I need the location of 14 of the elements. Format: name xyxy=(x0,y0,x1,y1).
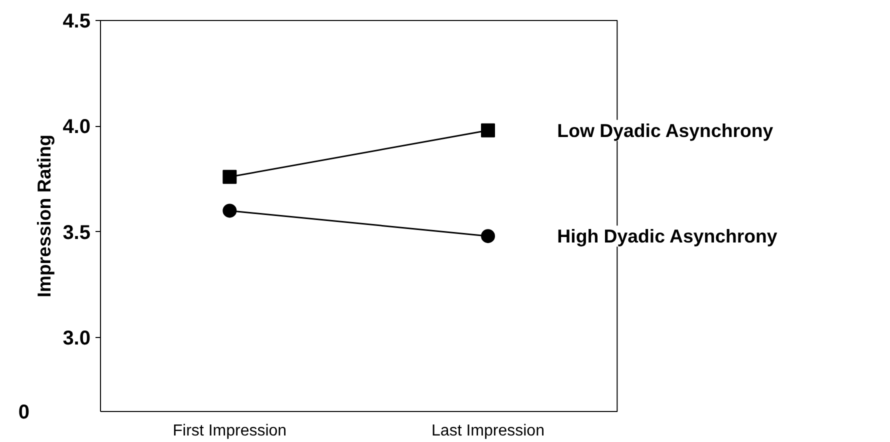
text: High Dyadic Asynchrony xyxy=(557,226,778,247)
x-tick-label: First Impression xyxy=(172,422,287,440)
y-axis-title: Impression Rating xyxy=(34,134,55,298)
text: Low Dyadic Asynchrony xyxy=(557,120,774,141)
text: 0 xyxy=(18,402,30,424)
point xyxy=(481,123,495,138)
y-tick-label: 4.5 xyxy=(62,10,91,32)
y-tick-label: 4.0 xyxy=(62,116,91,138)
point xyxy=(222,204,237,218)
point xyxy=(481,229,495,244)
y-tick-label: 3.5 xyxy=(62,222,91,244)
point xyxy=(222,170,237,184)
x-tick-label: Last Impression xyxy=(432,422,544,440)
y-tick-label: 3.0 xyxy=(62,328,91,350)
